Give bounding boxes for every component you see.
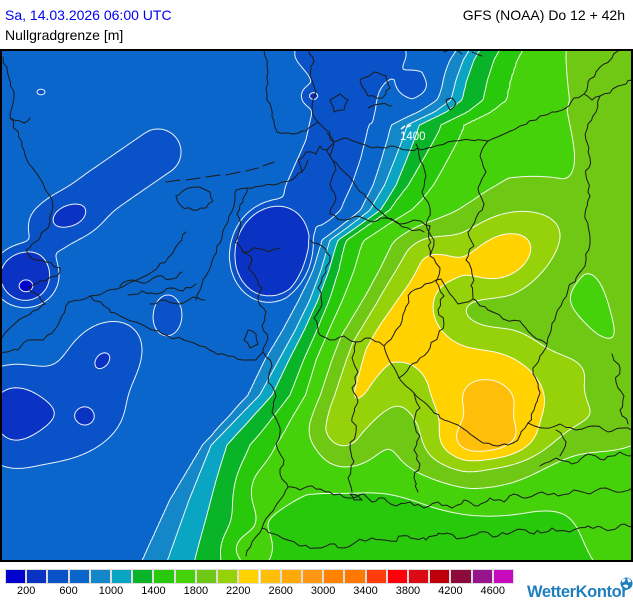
svg-text:1400: 1400: [400, 131, 426, 143]
